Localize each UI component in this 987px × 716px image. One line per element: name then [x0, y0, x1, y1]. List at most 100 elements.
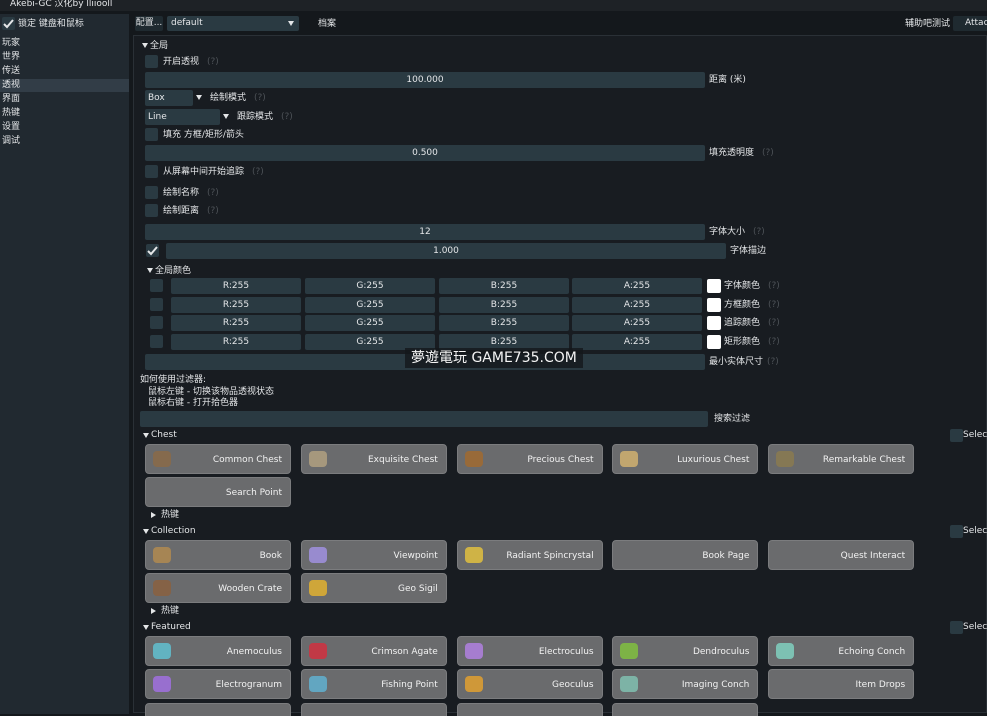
filter-button[interactable]: Precious Chest	[456, 444, 603, 474]
filter-line: 鼠标右键 - 打开拾色器	[148, 398, 238, 408]
row-label: 填充透明度	[709, 148, 755, 158]
slider[interactable]: 0.500	[145, 145, 705, 161]
checkbox[interactable]	[145, 165, 158, 178]
color-swatch[interactable]	[707, 316, 721, 330]
filter-button[interactable]: Electrogranum	[145, 669, 291, 699]
checkbox[interactable]	[150, 297, 163, 311]
combo[interactable]: Line	[145, 109, 220, 125]
checkbox[interactable]	[950, 429, 963, 442]
section-title: Featured	[151, 622, 191, 632]
filter-button[interactable]: Quest Interact	[768, 540, 915, 570]
color-field[interactable]: R:255	[171, 333, 301, 350]
filter-button[interactable]	[612, 703, 759, 716]
slider[interactable]: 100.000	[145, 72, 705, 88]
item-icon	[308, 676, 327, 692]
attach-button[interactable]: Attac	[953, 16, 987, 31]
sidebar-item[interactable]: 玩家	[2, 38, 21, 48]
filter-button[interactable]: Crimson Agate	[300, 636, 447, 666]
filter-button[interactable]: Viewpoint	[300, 540, 447, 570]
color-field[interactable]: B:255	[439, 296, 569, 313]
color-field[interactable]: B:255	[439, 333, 569, 350]
checkbox[interactable]	[145, 204, 158, 217]
row-label: 最小实体尺寸	[709, 357, 764, 367]
window-title: Akebi-GC 汉化by lliiooll	[10, 0, 113, 9]
checkbox[interactable]	[950, 621, 963, 634]
filter-button[interactable]: Dendroculus	[612, 636, 759, 666]
search-label: 搜索过滤	[714, 414, 751, 424]
sidebar-item[interactable]: 设置	[2, 122, 21, 132]
checkbox[interactable]	[2, 17, 15, 30]
filter-button[interactable]: Radiant Spincrystal	[456, 540, 603, 570]
filter-button[interactable]: Exquisite Chest	[300, 444, 447, 474]
filter-button[interactable]: Luxurious Chest	[612, 444, 759, 474]
item-icon	[776, 451, 795, 467]
checkbox[interactable]	[150, 334, 163, 348]
color-field[interactable]: G:255	[305, 296, 435, 313]
item-icon	[308, 547, 327, 563]
color-field[interactable]: R:255	[171, 278, 301, 294]
combo[interactable]: Box	[145, 90, 193, 106]
row-label: 从屏幕中间开始追踪	[163, 167, 245, 177]
sidebar-item[interactable]: 世界	[2, 52, 21, 62]
sidebar-item[interactable]: 调试	[2, 136, 21, 146]
checkbox[interactable]	[145, 55, 158, 68]
checkbox[interactable]	[145, 186, 158, 199]
filter-button[interactable]: Book Page	[612, 540, 759, 570]
config-button[interactable]: 配置...	[135, 16, 163, 31]
filter-button[interactable]: Item Drops	[768, 669, 915, 699]
color-field[interactable]: G:255	[305, 278, 435, 294]
check-mark	[147, 246, 158, 256]
color-field[interactable]: B:255	[439, 315, 569, 331]
filter-button[interactable]: Anemoculus	[145, 636, 291, 666]
checkbox[interactable]	[150, 316, 163, 329]
slider[interactable]: 12	[145, 224, 705, 240]
select-label: Select	[963, 430, 987, 440]
color-field[interactable]: R:255	[171, 315, 301, 331]
checkbox[interactable]	[146, 244, 159, 257]
color-field[interactable]: A:255	[572, 333, 702, 350]
filter-button[interactable]: Common Chest	[145, 444, 291, 474]
checkbox[interactable]	[145, 128, 158, 141]
combo-arrow	[196, 95, 202, 100]
item-icon	[464, 547, 483, 563]
filter-button[interactable]: Fishing Point	[300, 669, 447, 699]
row-label: 跟踪模式	[237, 112, 274, 122]
filter-button[interactable]: Geo Sigil	[300, 573, 447, 603]
color-swatch[interactable]	[707, 334, 721, 349]
color-field[interactable]: A:255	[572, 315, 702, 331]
color-field[interactable]: A:255	[572, 296, 702, 313]
checkbox[interactable]	[950, 525, 963, 538]
expand-arrow	[151, 512, 156, 518]
color-field[interactable]: G:255	[305, 333, 435, 350]
filter-button[interactable]: Echoing Conch	[768, 636, 915, 666]
checkbox[interactable]	[150, 279, 163, 292]
color-field[interactable]: A:255	[572, 278, 702, 294]
filter-button[interactable]: Search Point	[145, 477, 291, 507]
color-field[interactable]: R:255	[171, 296, 301, 313]
content-panel	[133, 35, 987, 713]
filter-button[interactable]: Wooden Crate	[145, 573, 291, 603]
sidebar-item[interactable]: 界面	[2, 94, 21, 104]
profile-combo[interactable]: default	[167, 16, 299, 31]
color-swatch[interactable]	[707, 297, 721, 312]
filter-button[interactable]: Geoculus	[456, 669, 603, 699]
search-input[interactable]	[140, 411, 708, 427]
slider[interactable]: 1.000	[166, 243, 726, 259]
sidebar-item[interactable]: 热键	[2, 108, 21, 118]
sidebar-item[interactable]: 传送	[2, 66, 21, 76]
filter-button[interactable]	[300, 703, 447, 716]
subsection-title: 全局颜色	[155, 266, 192, 276]
color-field[interactable]: B:255	[439, 278, 569, 294]
filter-button[interactable]: Electroculus	[456, 636, 603, 666]
section-title: 全局	[150, 41, 169, 51]
sidebar-item[interactable]: 透视	[2, 80, 21, 90]
color-field[interactable]: G:255	[305, 315, 435, 331]
filter-button[interactable]: Book	[145, 540, 291, 570]
filter-button[interactable]	[145, 703, 291, 716]
filter-button[interactable]	[456, 703, 603, 716]
check-mark	[3, 19, 14, 29]
filter-button[interactable]: Imaging Conch	[612, 669, 759, 699]
color-swatch[interactable]	[707, 279, 721, 293]
help-marker: (?)	[762, 148, 774, 158]
filter-button[interactable]: Remarkable Chest	[768, 444, 915, 474]
